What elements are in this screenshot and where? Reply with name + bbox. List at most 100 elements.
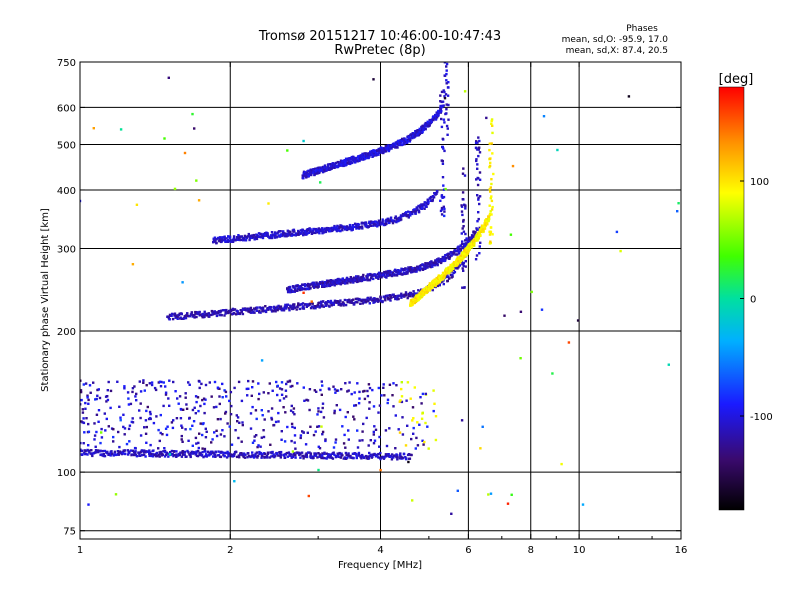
echo-point bbox=[424, 205, 427, 208]
colorbar-label: [deg] bbox=[719, 72, 754, 87]
echo-point bbox=[223, 389, 226, 392]
echo-point bbox=[379, 223, 382, 226]
echo-point bbox=[188, 383, 191, 386]
echo-point bbox=[332, 385, 335, 388]
echo-point bbox=[337, 229, 340, 232]
echo-point bbox=[324, 281, 327, 285]
echo-point bbox=[256, 445, 259, 449]
echo-point bbox=[361, 152, 364, 156]
echo-point bbox=[96, 449, 100, 452]
echo-point bbox=[223, 314, 226, 317]
echo-point bbox=[414, 130, 417, 133]
echo-point bbox=[328, 456, 331, 459]
echo-point bbox=[441, 137, 444, 141]
echo-point bbox=[383, 456, 386, 459]
echo-point bbox=[476, 183, 480, 187]
echo-point bbox=[251, 386, 254, 389]
echo-point bbox=[339, 302, 342, 305]
echo-point bbox=[615, 230, 619, 234]
echo-point bbox=[446, 279, 449, 282]
echo-point bbox=[446, 86, 450, 89]
echo-point bbox=[464, 260, 467, 263]
echo-point bbox=[107, 380, 110, 384]
echo-point bbox=[443, 90, 446, 94]
echo-point bbox=[425, 204, 428, 207]
echo-point bbox=[483, 227, 487, 230]
echo-point bbox=[410, 437, 413, 441]
echo-point bbox=[231, 240, 235, 243]
echo-point bbox=[408, 457, 412, 460]
echo-point bbox=[308, 451, 311, 454]
echo-point bbox=[393, 274, 396, 277]
echo-point bbox=[249, 235, 252, 239]
echo-point bbox=[464, 207, 467, 210]
echo-point bbox=[468, 236, 471, 239]
echo-point bbox=[255, 417, 258, 421]
echo-point bbox=[401, 137, 404, 141]
echo-point bbox=[431, 288, 434, 292]
echo-point bbox=[331, 228, 334, 231]
echo-point bbox=[173, 187, 177, 191]
echo-point bbox=[270, 231, 274, 234]
echo-point bbox=[181, 451, 184, 454]
echo-point bbox=[317, 282, 320, 286]
echo-point bbox=[250, 309, 254, 312]
echo-point bbox=[181, 281, 184, 284]
echo-point bbox=[312, 231, 315, 234]
echo-point bbox=[251, 441, 255, 444]
echo-point bbox=[82, 383, 85, 386]
echo-point bbox=[286, 425, 289, 429]
echo-point bbox=[211, 438, 214, 441]
echo-point bbox=[304, 455, 307, 458]
echo-point bbox=[347, 454, 350, 457]
echo-point bbox=[205, 455, 208, 458]
echo-point bbox=[282, 397, 286, 400]
echo-point bbox=[489, 161, 492, 165]
echo-point bbox=[387, 294, 390, 297]
echo-point bbox=[477, 211, 480, 214]
echo-point bbox=[459, 257, 463, 260]
echo-point bbox=[381, 275, 384, 278]
echo-point bbox=[461, 213, 464, 217]
echo-point bbox=[263, 456, 266, 459]
echo-point bbox=[399, 140, 402, 144]
echo-point bbox=[307, 494, 310, 498]
echo-point bbox=[294, 287, 297, 290]
echo-point bbox=[338, 452, 341, 455]
echo-point bbox=[426, 124, 430, 128]
echo-point bbox=[209, 450, 213, 453]
echo-point bbox=[367, 457, 371, 460]
echo-point bbox=[341, 425, 344, 428]
echo-point bbox=[366, 297, 369, 300]
echo-point bbox=[461, 172, 465, 175]
echo-point bbox=[306, 232, 309, 235]
echo-point bbox=[396, 294, 399, 298]
echo-point bbox=[428, 118, 431, 122]
echo-point bbox=[365, 416, 368, 420]
y-tick-label: 200 bbox=[57, 327, 76, 338]
echo-point bbox=[341, 229, 344, 232]
echo-point bbox=[418, 266, 422, 270]
echo-point bbox=[457, 245, 460, 248]
echo-point bbox=[185, 455, 188, 458]
echo-point bbox=[292, 228, 296, 232]
echo-point bbox=[95, 430, 98, 434]
echo-point bbox=[344, 451, 348, 455]
echo-point bbox=[444, 187, 447, 191]
echo-point bbox=[347, 159, 350, 163]
echo-point bbox=[245, 387, 248, 391]
echo-point bbox=[222, 309, 225, 312]
echo-point bbox=[405, 292, 408, 295]
echo-point bbox=[92, 381, 95, 384]
echo-point bbox=[93, 434, 97, 437]
echo-point bbox=[441, 162, 445, 165]
echo-point bbox=[262, 391, 265, 394]
echo-point bbox=[258, 450, 261, 454]
echo-point bbox=[100, 431, 103, 434]
echo-point bbox=[426, 120, 429, 123]
echo-point bbox=[178, 395, 182, 398]
echo-point bbox=[442, 147, 445, 150]
echo-point bbox=[294, 447, 297, 450]
echo-point bbox=[487, 215, 491, 218]
echo-point bbox=[366, 279, 369, 282]
